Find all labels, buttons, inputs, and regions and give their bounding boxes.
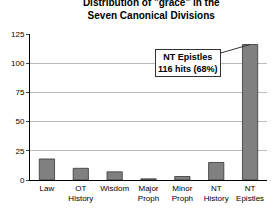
- svg-text:Distribution of "grace" in the: Distribution of "grace" in theSeven Cano…: [83, 0, 220, 21]
- svg-text:Wisdom: Wisdom: [100, 184, 129, 193]
- svg-text:50: 50: [15, 117, 24, 126]
- svg-text:0: 0: [20, 176, 25, 185]
- svg-text:25: 25: [15, 147, 24, 156]
- svg-text:OTHistory: OTHistory: [68, 184, 93, 203]
- svg-text:100: 100: [11, 59, 25, 68]
- svg-text:Law: Law: [40, 184, 55, 193]
- svg-text:MajorProph: MajorProph: [138, 184, 159, 203]
- svg-text:75: 75: [15, 88, 24, 97]
- svg-text:MinorProph: MinorProph: [172, 184, 193, 203]
- svg-text:125: 125: [11, 30, 25, 39]
- svg-text:NT Epistles116 hits (68%): NT Epistles116 hits (68%): [158, 52, 218, 74]
- svg-text:NTHistory: NTHistory: [204, 184, 229, 203]
- svg-text:NTEpistles: NTEpistles: [236, 184, 264, 203]
